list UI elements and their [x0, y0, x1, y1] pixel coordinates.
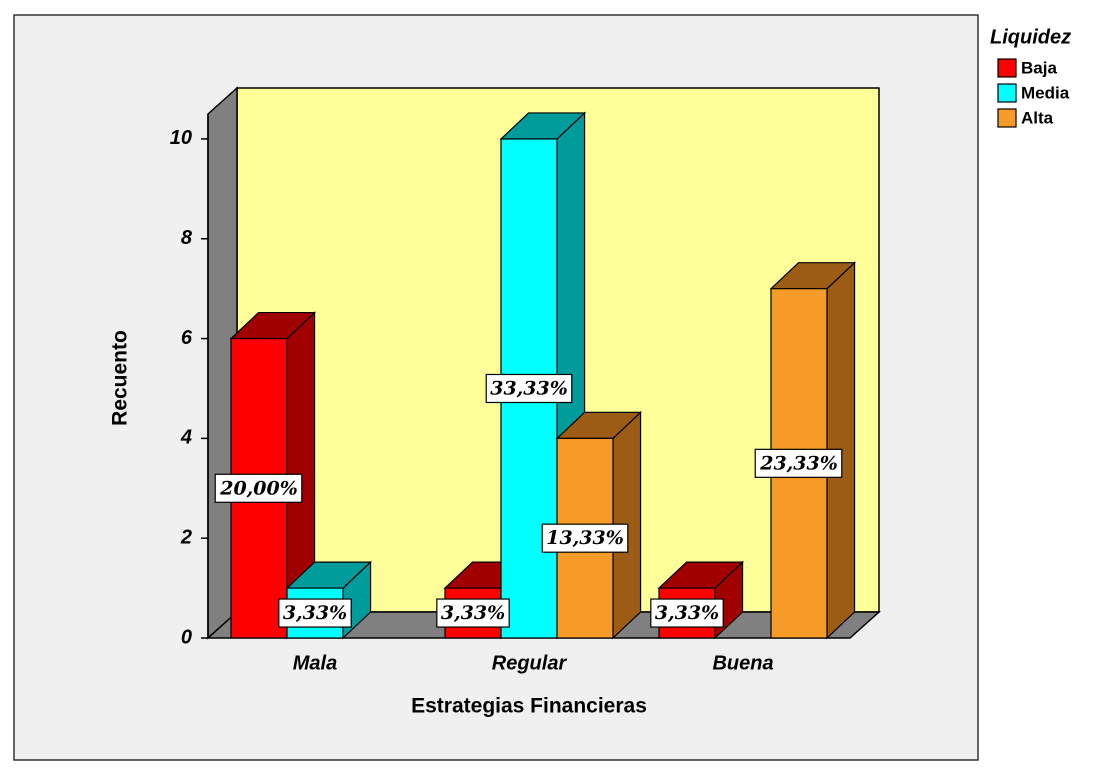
y-tick-label: 2 — [180, 526, 192, 548]
value-label-bg — [650, 598, 724, 628]
value-label-box: 23,33% — [754, 448, 843, 478]
y-tick-label: 10 — [170, 127, 192, 149]
value-label-bg — [436, 598, 510, 628]
value-label-box: 33,33% — [485, 373, 573, 404]
value-label: 13,33% — [546, 527, 624, 549]
y-tick-label: 8 — [181, 227, 193, 249]
legend-label: Baja — [1021, 58, 1057, 77]
x-tick-label: Regular — [492, 652, 568, 674]
legend-swatch — [997, 108, 1017, 128]
legend-swatch — [997, 58, 1017, 78]
value-label-box: 3,33% — [278, 598, 352, 628]
legend-label: Media — [1021, 83, 1070, 102]
value-label-box: 3,33% — [436, 598, 510, 628]
value-label-bg — [754, 448, 843, 478]
x-tick-label: Buena — [712, 652, 773, 674]
value-label-bg — [485, 373, 573, 404]
x-tick-label: Mala — [293, 652, 337, 674]
value-label-box: 13,33% — [541, 523, 629, 553]
value-label-bg — [541, 523, 629, 553]
value-label: 3,33% — [283, 602, 347, 624]
y-tick-label: 0 — [181, 626, 192, 648]
value-label-bg — [214, 473, 303, 503]
value-label: 20,00% — [219, 477, 298, 499]
y-tick-label: 4 — [180, 427, 192, 449]
value-label: 33,33% — [490, 377, 568, 399]
value-label-box: 20,00% — [214, 473, 303, 503]
value-label: 23,33% — [759, 452, 838, 474]
x-axis-title: Estrategias Financieras — [411, 695, 647, 718]
legend-label: Alta — [1021, 108, 1054, 127]
value-label-bg — [278, 598, 352, 628]
y-axis-title: Recuento — [109, 330, 132, 426]
value-label-box: 3,33% — [650, 598, 724, 628]
value-label: 3,33% — [655, 602, 719, 624]
legend-title: Liquidez — [990, 26, 1071, 48]
value-label: 3,33% — [441, 602, 505, 624]
y-tick-label: 6 — [181, 327, 193, 349]
legend-swatch — [997, 83, 1017, 103]
